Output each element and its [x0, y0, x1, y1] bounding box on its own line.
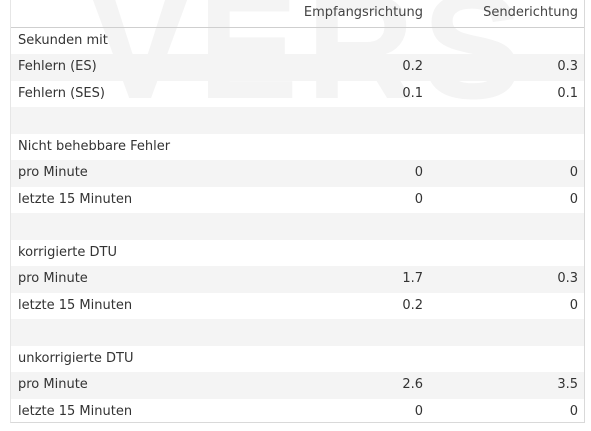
section-title: Sekunden mit [18, 32, 108, 48]
section-title-row: unkorrigierte DTU [11, 346, 584, 373]
spacer-row [11, 319, 584, 346]
tx-value: 0.3 [423, 54, 584, 81]
row-label: pro Minute [11, 160, 289, 187]
spacer-cell [11, 319, 584, 346]
rx-value: 0.2 [289, 54, 423, 81]
section-title-row: Sekunden mit [11, 27, 584, 54]
rx-value: 0.2 [402, 297, 423, 313]
rx-value: 0 [414, 403, 423, 419]
header-rx-direction: Empfangsrichtung [289, 0, 423, 28]
tx-value: 0 [569, 403, 578, 419]
rx-value: 0 [289, 160, 423, 187]
row-label: Fehlern (ES) [11, 54, 289, 81]
table-row: Fehlern (SES) 0.1 0.1 [11, 81, 584, 108]
row-label: letzte 15 Minuten [18, 297, 133, 313]
table-row: pro Minute 0 0 [11, 160, 584, 187]
tx-value: 0.1 [557, 85, 578, 101]
table-header-row: Empfangsrichtung Senderichtung [11, 0, 584, 28]
section-title-row: Nicht behebbare Fehler [11, 134, 584, 161]
rx-value: 1.7 [289, 266, 423, 293]
section-title-row: korrigierte DTU [11, 240, 584, 267]
tx-value: 0 [423, 160, 584, 187]
rx-value: 0 [414, 191, 423, 207]
tx-value: 3.5 [423, 372, 584, 399]
table-row: pro Minute 1.7 0.3 [11, 266, 584, 293]
rx-value: 2.6 [289, 372, 423, 399]
row-label: pro Minute [11, 372, 289, 399]
row-label: pro Minute [11, 266, 289, 293]
table-row: letzte 15 Minuten 0 0 [11, 399, 584, 426]
section-title: Nicht behebbare Fehler [18, 138, 171, 154]
header-tx-direction: Senderichtung [423, 0, 584, 28]
tx-value: 0 [569, 191, 578, 207]
table-row: letzte 15 Minuten 0 0 [11, 187, 584, 214]
table-row: letzte 15 Minuten 0.2 0 [11, 293, 584, 320]
spacer-row [11, 107, 584, 134]
spacer-cell [11, 107, 584, 134]
dsl-error-statistics-table: Empfangsrichtung Senderichtung Sekunden … [11, 0, 584, 425]
table-row: pro Minute 2.6 3.5 [11, 372, 584, 399]
rx-value: 0.1 [402, 85, 423, 101]
tx-value: 0 [569, 297, 578, 313]
header-label-column [11, 0, 289, 28]
row-label: letzte 15 Minuten [18, 191, 133, 207]
spacer-cell [11, 213, 584, 240]
row-label: Fehlern (SES) [18, 85, 105, 101]
table-row: Fehlern (ES) 0.2 0.3 [11, 54, 584, 81]
table-frame [10, 0, 585, 423]
spacer-row [11, 213, 584, 240]
row-label: letzte 15 Minuten [18, 403, 133, 419]
section-title: unkorrigierte DTU [18, 350, 134, 366]
tx-value: 0.3 [423, 266, 584, 293]
section-title: korrigierte DTU [18, 244, 117, 260]
